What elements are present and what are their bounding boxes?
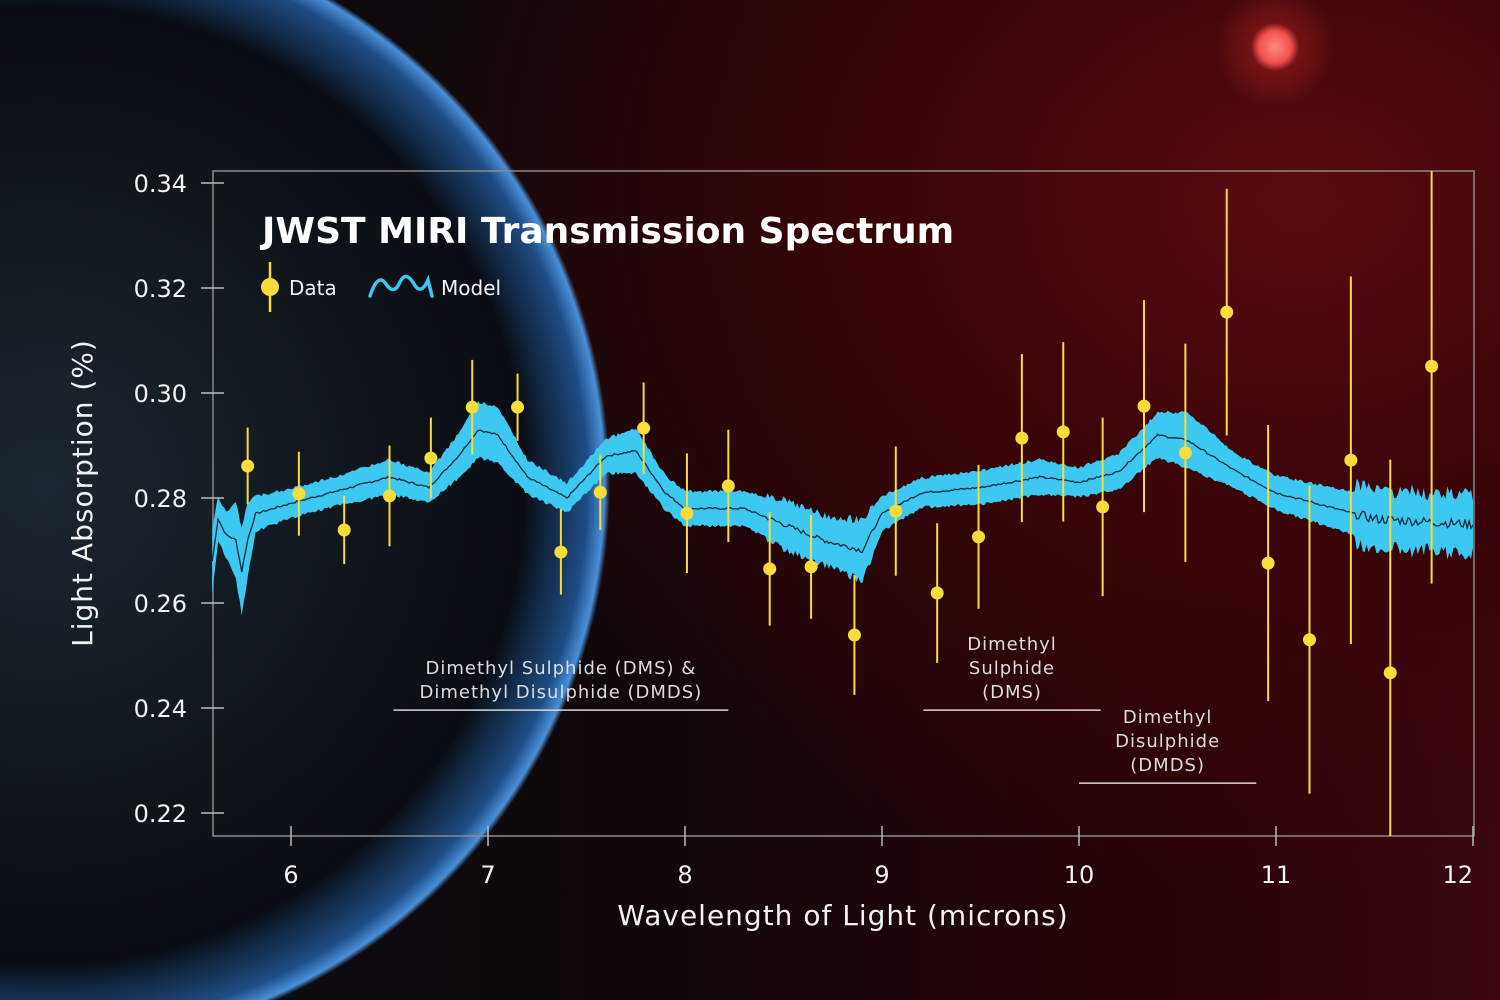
data-point <box>383 489 396 503</box>
x-axis: 6 7 8 9 10 11 12 <box>283 826 1474 889</box>
y-tick-label: 0.34 <box>134 170 187 198</box>
data-points <box>241 171 1439 836</box>
y-axis-label: Light Absorption (%) <box>66 339 99 647</box>
y-tick-label: 0.26 <box>134 590 187 618</box>
data-point <box>1383 666 1397 680</box>
data-point <box>1261 556 1275 570</box>
x-tick-label: 10 <box>1064 861 1095 889</box>
model-line <box>211 429 1474 573</box>
legend-model-wave-icon <box>368 274 434 298</box>
x-axis-label: Wavelength of Light (microns) <box>617 899 1068 932</box>
legend-data-label: Data <box>289 276 337 300</box>
legend-data-marker <box>261 278 279 296</box>
chart-title: JWST MIRI Transmission Spectrum <box>259 211 954 252</box>
annotation-label: Dimethyl Disulphide (DMDS) <box>420 682 703 703</box>
data-point <box>337 523 351 537</box>
data-point <box>465 400 479 414</box>
y-tick-label: 0.32 <box>134 275 187 303</box>
annotation-label: (DMDS) <box>1130 755 1205 776</box>
annotation-label: Dimethyl Sulphide (DMS) & <box>425 658 696 679</box>
annotations: Dimethyl Sulphide (DMS) & Dimethyl Disulp… <box>393 634 1257 784</box>
data-point <box>1096 500 1110 514</box>
legend-model-label: Model <box>441 276 501 300</box>
data-point <box>889 504 903 518</box>
data-point <box>1425 359 1439 373</box>
x-tick-label: 11 <box>1261 861 1292 889</box>
data-point <box>511 400 525 414</box>
data-point <box>1344 453 1358 467</box>
x-tick-label: 12 <box>1442 861 1473 889</box>
annotation-label: Sulphide <box>969 658 1055 679</box>
data-point <box>241 459 255 473</box>
data-point <box>804 560 818 574</box>
data-point <box>721 479 735 493</box>
y-tick-label: 0.30 <box>134 380 187 408</box>
data-point <box>1137 399 1151 413</box>
annotation-label: Dimethyl <box>967 634 1057 655</box>
data-point <box>424 451 438 465</box>
data-point <box>680 506 694 520</box>
data-point <box>930 586 944 600</box>
model-uncertainty-band <box>212 401 1474 616</box>
data-point <box>1220 305 1234 319</box>
x-tick-label: 8 <box>677 861 692 889</box>
annotation-label: Dimethyl <box>1123 707 1213 728</box>
data-point <box>763 562 777 576</box>
data-point <box>972 530 986 544</box>
data-point <box>1302 633 1316 647</box>
x-tick-label: 6 <box>283 861 298 889</box>
data-point <box>593 485 607 499</box>
data-point <box>292 487 306 501</box>
y-axis: 0.34 0.32 0.30 0.28 0.26 0.24 0.22 <box>134 170 224 828</box>
y-tick-label: 0.22 <box>134 800 187 828</box>
model-band <box>211 401 1474 616</box>
data-point <box>1178 446 1192 460</box>
annotation-label: Disulphide <box>1115 731 1220 752</box>
x-tick-label: 9 <box>874 861 889 889</box>
annotation-label: (DMS) <box>982 682 1042 703</box>
y-tick-label: 0.24 <box>134 695 187 723</box>
data-point <box>1015 431 1029 445</box>
x-tick-label: 7 <box>480 861 495 889</box>
plot-frame <box>212 170 1475 837</box>
data-point <box>847 628 861 642</box>
legend: Data Model <box>261 262 501 312</box>
data-point <box>1056 425 1070 439</box>
y-tick-label: 0.28 <box>134 485 187 513</box>
data-point <box>554 545 568 559</box>
data-point <box>637 421 651 435</box>
